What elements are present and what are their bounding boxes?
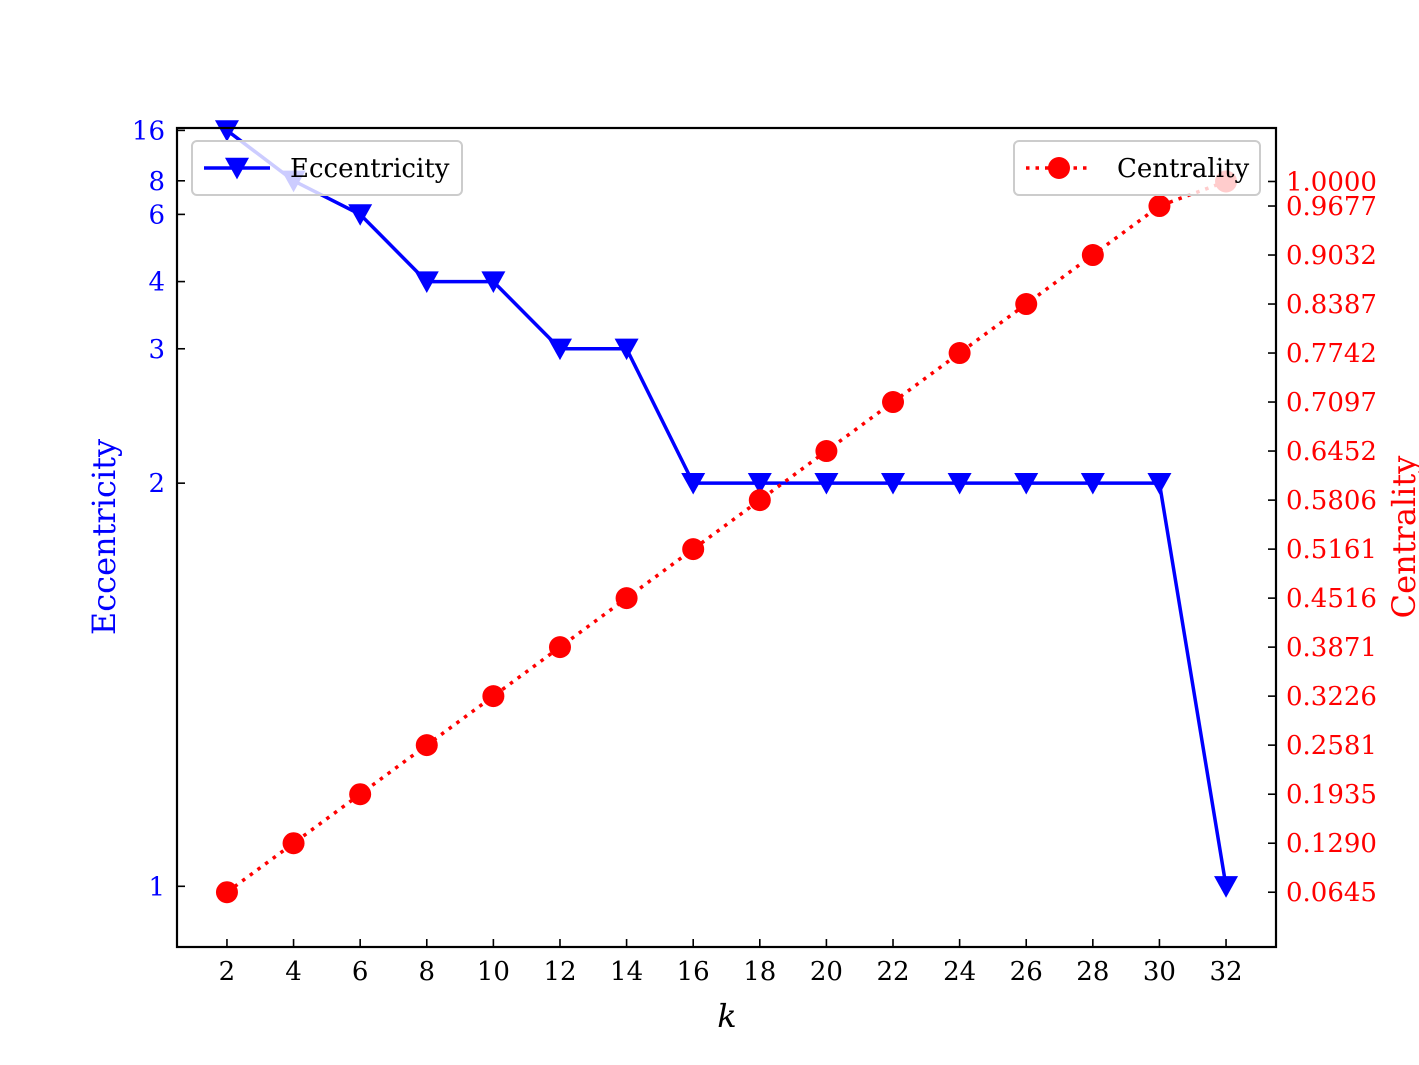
- x-tick-label: 28: [1076, 957, 1109, 987]
- eccentricity-point: [1080, 472, 1105, 495]
- centrality-point: [1015, 293, 1038, 316]
- y-right-tick-label: 0.9032: [1286, 241, 1377, 271]
- x-tick-label: 18: [743, 957, 776, 987]
- eccentricity-point: [1214, 876, 1239, 898]
- y-left-axis-label: Eccentricity: [85, 439, 123, 635]
- y-left-tick-label: 8: [148, 167, 165, 197]
- y-right-tick-label: 0.4516: [1286, 584, 1377, 614]
- centrality-point: [1081, 244, 1104, 267]
- x-tick-label: 10: [477, 957, 510, 987]
- x-tick-label: 24: [943, 957, 976, 987]
- eccentricity-point: [1147, 472, 1172, 495]
- x-tick-label: 20: [810, 957, 843, 987]
- centrality-point: [215, 881, 238, 904]
- y-right-tick-label: 0.9677: [1286, 192, 1377, 222]
- y-right-tick-label: 0.3871: [1286, 633, 1377, 663]
- y-left-axis: 16 86 4 3 2 1: [132, 116, 185, 902]
- eccentricity-point: [681, 472, 706, 495]
- x-tick-label: 32: [1209, 957, 1242, 987]
- centrality-point: [1148, 195, 1171, 218]
- eccentricity-point: [881, 472, 906, 495]
- eccentricity-point: [814, 472, 839, 495]
- plot-frame: [175, 126, 1278, 949]
- x-tick-label: 16: [677, 957, 710, 987]
- y-right-axis-label: Centrality: [1385, 456, 1419, 619]
- legend-label: Centrality: [1117, 154, 1249, 184]
- eccentricity-point: [1014, 472, 1039, 495]
- centrality-series-line: [225, 179, 1227, 894]
- x-axis-label: k: [717, 997, 736, 1035]
- eccentricity-point: [481, 271, 506, 293]
- legends: Eccentricity Centrality: [191, 140, 1261, 196]
- eccentricity-point: [547, 338, 572, 361]
- y-right-tick-label: 0.0645: [1286, 878, 1377, 908]
- eccentricity-point: [614, 338, 639, 361]
- y-left-tick-label: 6: [148, 200, 165, 230]
- centrality-point: [349, 783, 372, 806]
- eccentricity-point: [348, 204, 373, 226]
- centrality-point: [548, 636, 571, 659]
- eccentricity-point: [214, 120, 239, 142]
- x-tick-label: 22: [876, 957, 909, 987]
- y-left-tick-label: 16: [132, 116, 165, 146]
- centrality-legend: Centrality: [1013, 140, 1261, 196]
- x-tick-label: 6: [352, 957, 369, 987]
- x-tick-label: 30: [1143, 957, 1176, 987]
- eccentricity-series-line: [225, 129, 1228, 887]
- centrality-point: [948, 342, 971, 365]
- centrality-point: [682, 538, 705, 561]
- legend-marker: [225, 157, 249, 180]
- y-left-tick-label: 2: [148, 469, 165, 499]
- y-right-tick-label: 0.8387: [1286, 290, 1377, 320]
- centrality-point: [282, 832, 305, 855]
- y-right-tick-label: 0.1935: [1286, 780, 1377, 810]
- centrality-point: [615, 587, 638, 610]
- y-right-tick-label: 0.2581: [1286, 731, 1377, 761]
- centrality-point: [882, 391, 905, 414]
- x-axis: 2 4 6 8 10 12 14 16 18 20 22 24 26 28 30 32: [219, 939, 1243, 987]
- centrality-point: [415, 734, 438, 757]
- eccentricity-point: [414, 271, 439, 293]
- x-tick-label: 2: [219, 957, 236, 987]
- centrality-point: [482, 685, 505, 708]
- legend-box: [1013, 140, 1261, 196]
- y-right-tick-label: 0.5806: [1286, 486, 1377, 516]
- y-left-tick-label: 3: [148, 335, 165, 365]
- y-right-tick-label: 1.0000: [1286, 167, 1377, 197]
- eccentricity-point: [747, 472, 772, 495]
- y-right-tick-label: 0.7742: [1286, 339, 1377, 369]
- x-tick-label: 8: [418, 957, 435, 987]
- legend-box: [191, 140, 463, 196]
- x-tick-label: 26: [1010, 957, 1043, 987]
- y-right-tick-label: 0.7097: [1286, 388, 1377, 418]
- eccentricity-point: [947, 472, 972, 495]
- eccentricity-legend: Eccentricity: [191, 140, 463, 196]
- x-tick-label: 4: [285, 957, 302, 987]
- legend-label: Eccentricity: [290, 154, 450, 184]
- legend-marker: [1048, 157, 1070, 179]
- y-right-tick-label: 0.1290: [1286, 829, 1377, 859]
- x-tick-label: 14: [610, 957, 643, 987]
- x-tick-label: 12: [543, 957, 576, 987]
- y-right-tick-label: 0.5161: [1286, 535, 1377, 565]
- y-right-tick-label: 0.3226: [1286, 682, 1377, 712]
- centrality-point: [748, 489, 771, 512]
- y-left-tick-label: 1: [148, 872, 165, 902]
- y-right-tick-label: 0.6452: [1286, 437, 1377, 467]
- centrality-point: [815, 440, 838, 463]
- y-left-tick-label: 4: [148, 268, 165, 298]
- plot-marks: [214, 120, 1239, 904]
